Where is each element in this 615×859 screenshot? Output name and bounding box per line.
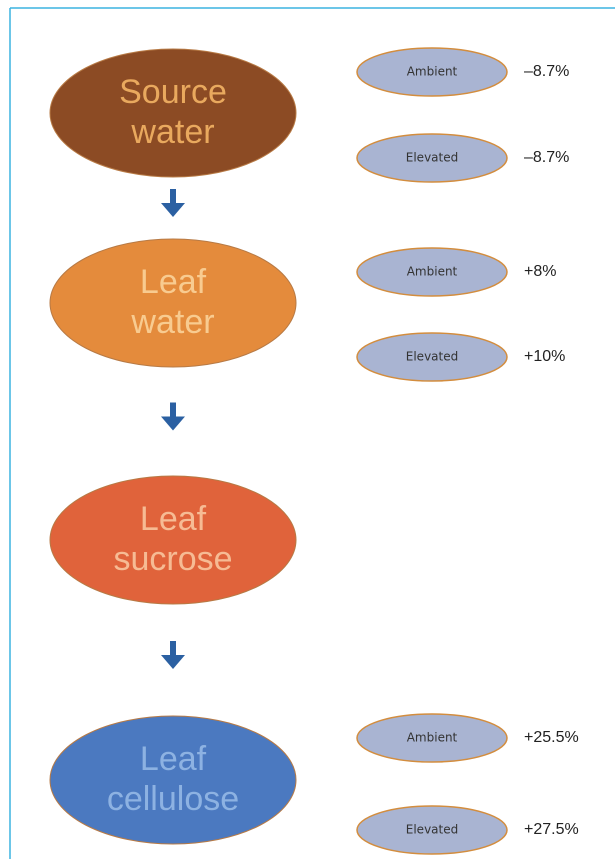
condition-label: Ambient bbox=[407, 265, 458, 279]
condition-value: –8.7% bbox=[524, 149, 569, 166]
stage-label: Leaf bbox=[140, 740, 207, 778]
condition-label: Ambient bbox=[407, 65, 458, 79]
condition-node bbox=[356, 247, 508, 297]
condition-node bbox=[356, 713, 508, 763]
arrow-head bbox=[161, 416, 185, 431]
stage-label: water bbox=[130, 303, 214, 341]
condition-label: Elevated bbox=[406, 151, 458, 165]
condition-node bbox=[356, 332, 508, 382]
arrow-head bbox=[161, 655, 185, 669]
condition-label: Elevated bbox=[406, 350, 458, 364]
condition-value: +27.5% bbox=[524, 821, 579, 838]
stage-node bbox=[49, 48, 297, 178]
condition-value: +25.5% bbox=[524, 729, 579, 746]
condition-node bbox=[356, 805, 508, 855]
stage-node bbox=[49, 715, 297, 845]
stage-label: sucrose bbox=[113, 540, 232, 578]
condition-label: Elevated bbox=[406, 823, 458, 837]
stage-label: Source bbox=[119, 73, 227, 111]
condition-label: Ambient bbox=[407, 731, 458, 745]
condition-node bbox=[356, 133, 508, 183]
stage-label: cellulose bbox=[107, 780, 239, 818]
stage-node bbox=[49, 238, 297, 368]
stage-label: Leaf bbox=[140, 263, 207, 301]
stage-node bbox=[49, 475, 297, 605]
stage-label: Leaf bbox=[140, 500, 207, 538]
condition-value: +10% bbox=[524, 348, 565, 365]
stage-label: water bbox=[130, 113, 214, 151]
condition-value: +8% bbox=[524, 263, 556, 280]
condition-node bbox=[356, 47, 508, 97]
condition-value: –8.7% bbox=[524, 63, 569, 80]
arrow-head bbox=[161, 203, 185, 217]
